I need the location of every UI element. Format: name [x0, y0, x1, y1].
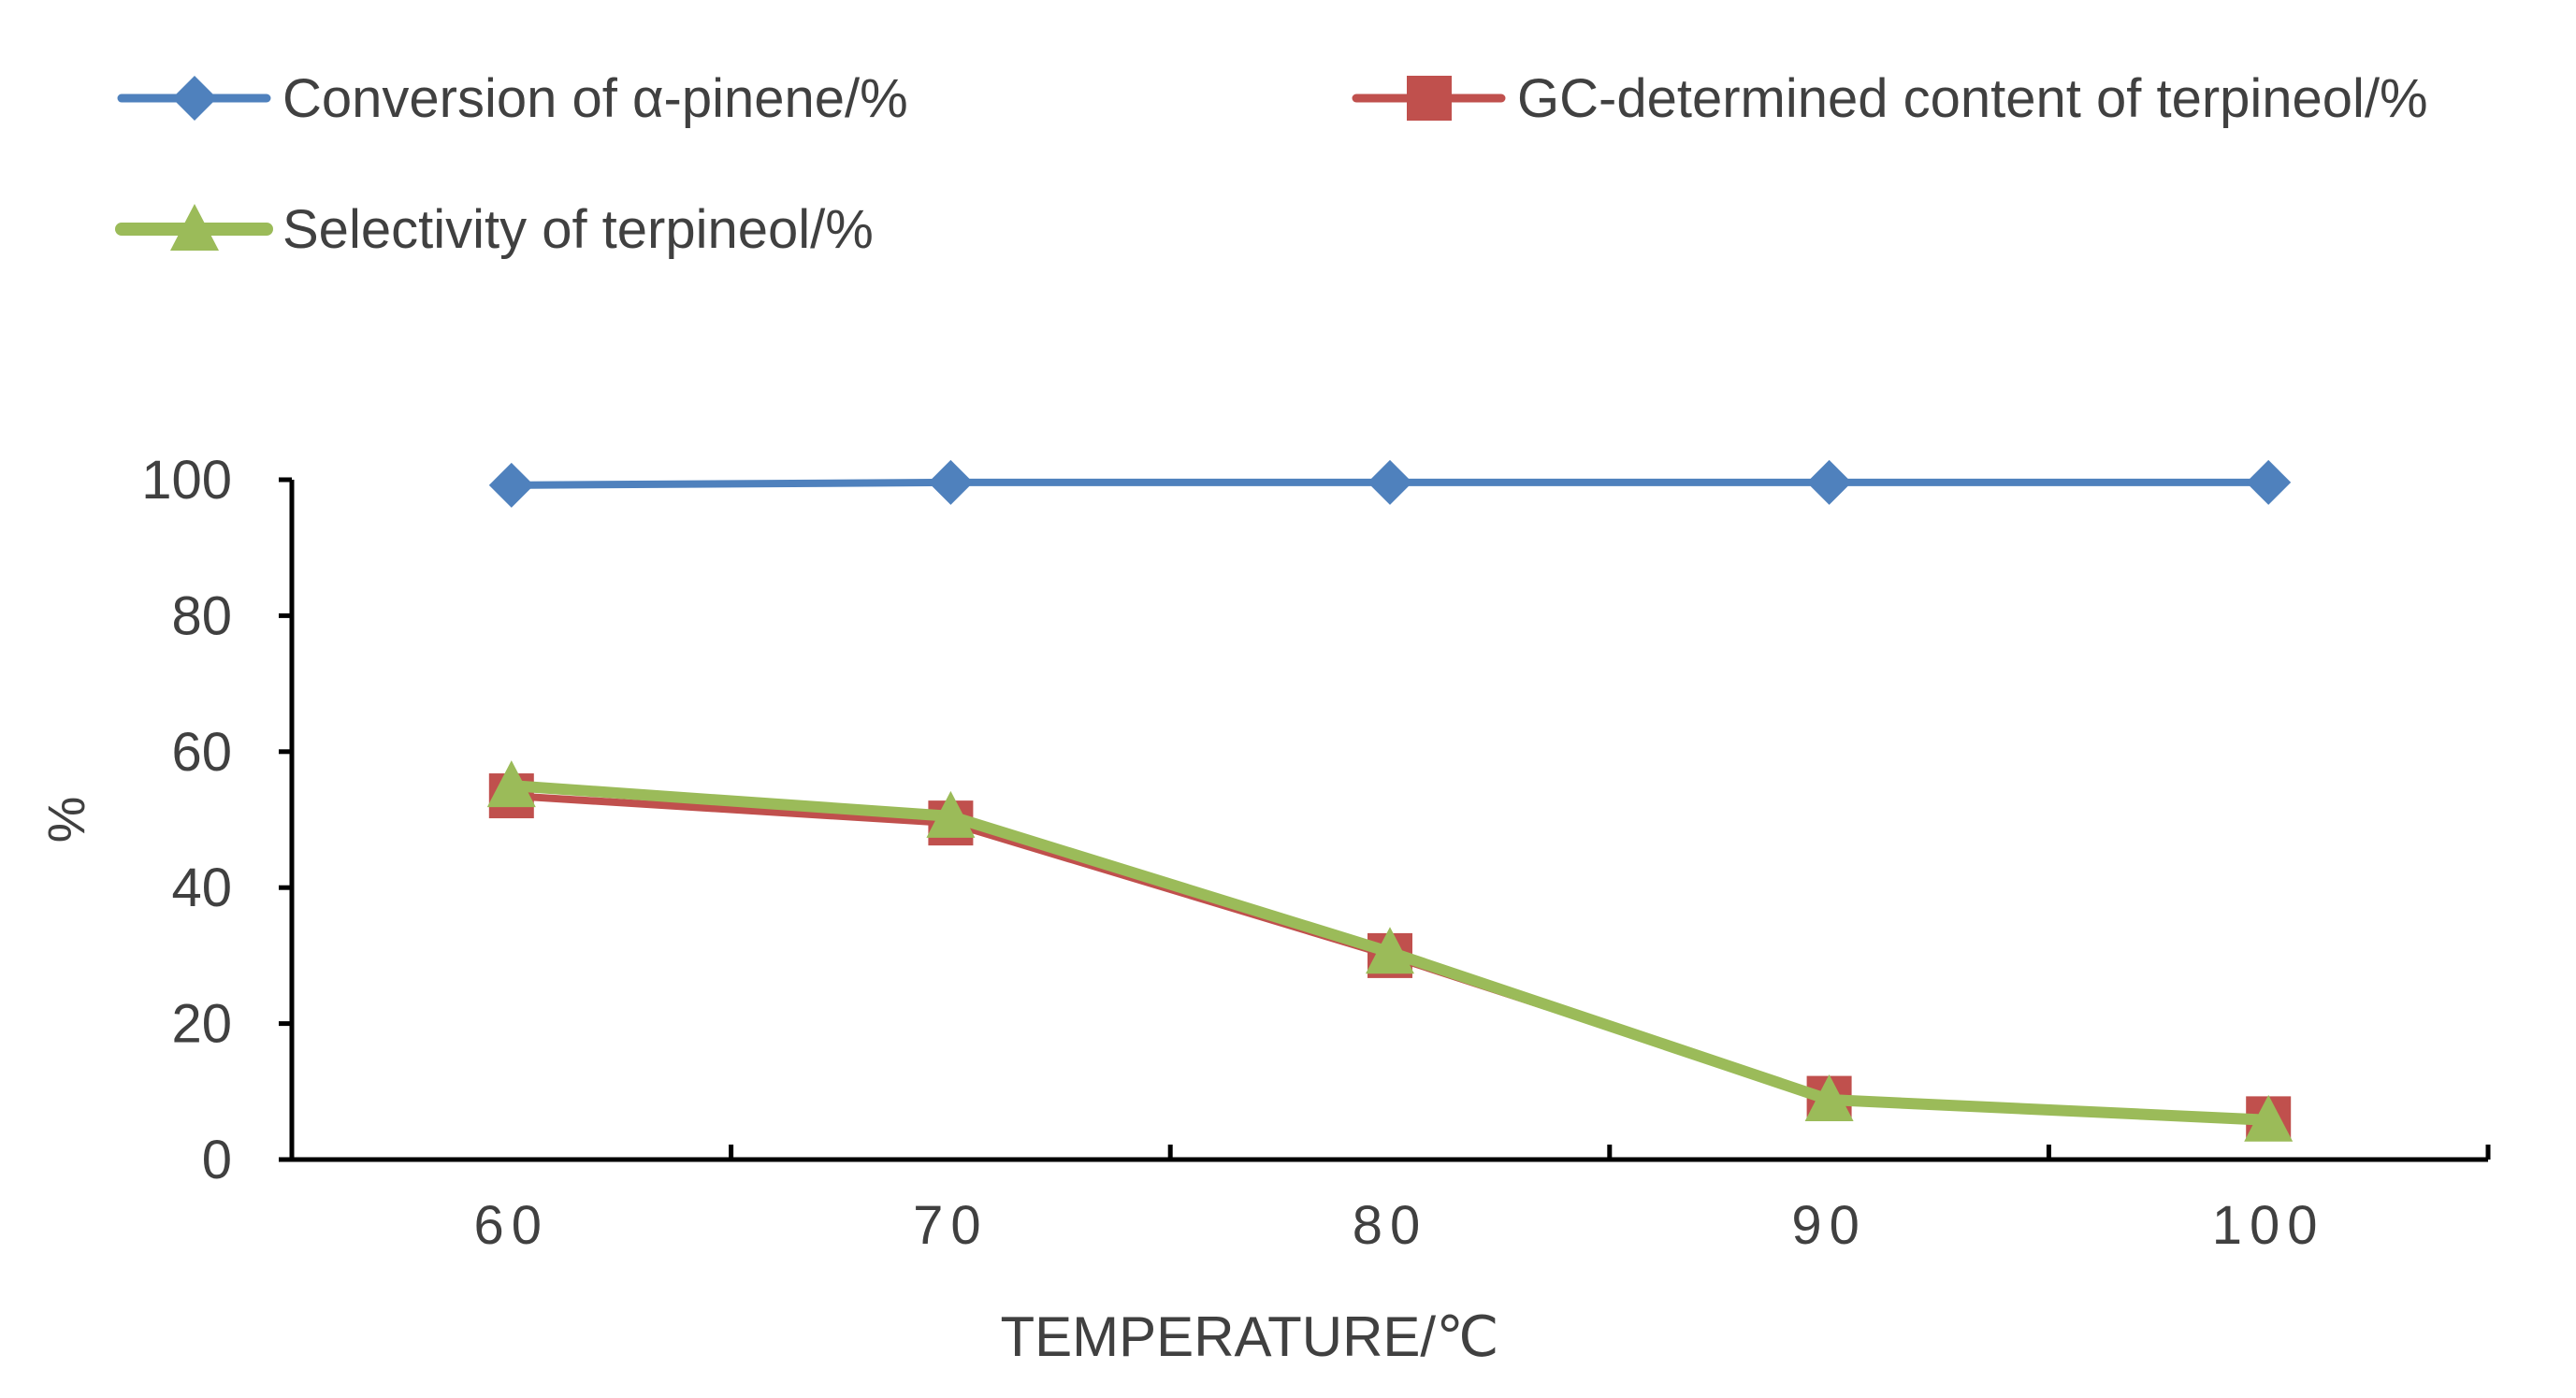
- legend-marker: [172, 76, 217, 121]
- data-point-3: [926, 790, 976, 838]
- y-tick-label: 40: [171, 858, 232, 918]
- y-tick-label: 100: [141, 450, 232, 511]
- data-point-3: [2244, 1094, 2294, 1142]
- x-tick-label: 100: [2212, 1195, 2325, 1256]
- series-1: [488, 459, 2292, 508]
- series-layer: [486, 459, 2294, 1142]
- series-3: [486, 760, 2294, 1142]
- axes: 0 20 40 60 80 100 60 70 80 90 100: [141, 450, 2491, 1256]
- data-point-3: [1804, 1074, 1854, 1121]
- data-point-1: [2246, 459, 2292, 505]
- legend-item-2: GC-determined content of terpineol/%: [1352, 68, 2428, 129]
- data-point-3: [486, 760, 536, 808]
- legend: Conversion of α-pinene/% GC-determined co…: [115, 68, 2428, 260]
- legend-label: GC-determined content of terpineol/%: [1517, 68, 2428, 129]
- x-axis-label: TEMPERATURE/℃: [1001, 1305, 1499, 1368]
- x-tick-label: 70: [913, 1195, 989, 1256]
- data-point-1: [1368, 459, 1412, 505]
- x-tick-label: 80: [1353, 1195, 1428, 1256]
- legend-marker: [1407, 76, 1452, 121]
- y-tick-label: 0: [202, 1130, 232, 1190]
- legend-marker: [170, 204, 219, 251]
- data-point-1: [928, 459, 974, 505]
- y-axis-label: %: [36, 797, 95, 843]
- x-tick-label: 90: [1791, 1195, 1867, 1256]
- y-tick-label: 20: [171, 994, 232, 1055]
- legend-item-1: Conversion of α-pinene/%: [117, 68, 908, 129]
- x-tick-label: 60: [474, 1195, 550, 1256]
- data-point-1: [488, 462, 534, 508]
- legend-label: Selectivity of terpineol/%: [282, 199, 874, 260]
- legend-label: Conversion of α-pinene/%: [282, 68, 908, 129]
- y-tick-label: 60: [171, 722, 232, 783]
- y-tick-label: 80: [171, 585, 232, 646]
- data-point-3: [1366, 927, 1414, 974]
- data-point-1: [1806, 459, 1852, 505]
- legend-item-3: Selectivity of terpineol/%: [115, 199, 874, 260]
